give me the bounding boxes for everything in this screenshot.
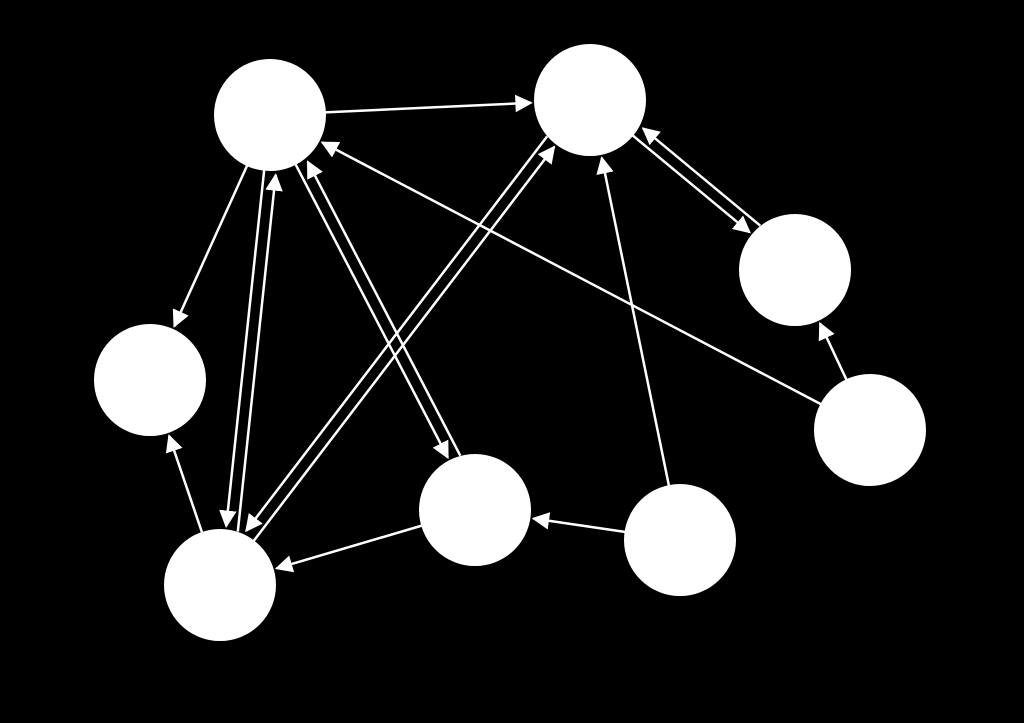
network-diagram bbox=[0, 0, 1024, 723]
node bbox=[165, 530, 275, 640]
node bbox=[815, 375, 925, 485]
node bbox=[740, 215, 850, 325]
node bbox=[535, 45, 645, 155]
node bbox=[215, 60, 325, 170]
node bbox=[625, 485, 735, 595]
node bbox=[420, 455, 530, 565]
node bbox=[95, 325, 205, 435]
